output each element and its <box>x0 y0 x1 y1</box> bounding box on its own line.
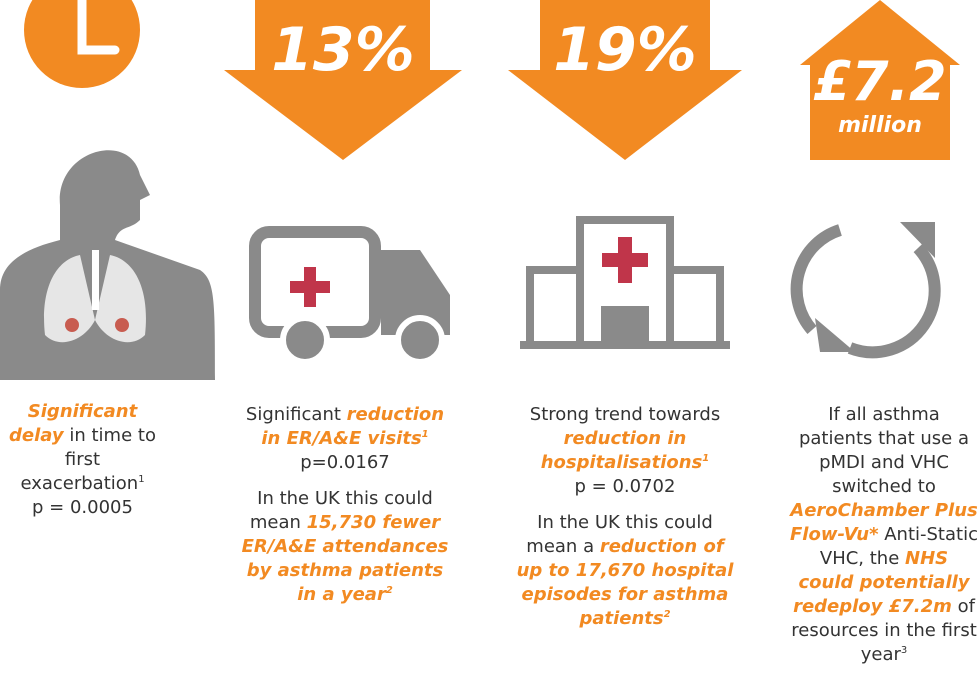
body-text: Strong trend towards <box>530 404 720 425</box>
paragraph: In the UK this could mean 15,730 fewer E… <box>235 487 455 607</box>
body-text: p = 0.0005 <box>32 497 133 518</box>
superscript: 1 <box>702 453 709 464</box>
badge-value: 19% <box>553 15 697 85</box>
body-text: p = 0.0702 <box>575 476 676 497</box>
badge-subtext: million <box>838 113 922 138</box>
badge-value: 13% <box>271 15 415 85</box>
paragraph: Strong trend towards reduction in hospit… <box>515 403 735 499</box>
person-icon <box>0 150 215 380</box>
column-text: Significant delay in time to first exace… <box>0 400 165 532</box>
emphasis-text: reduction in hospitalisations <box>541 428 703 473</box>
paragraph: Significant delay in time to first exace… <box>0 400 165 520</box>
column-text: Strong trend towards reduction in hospit… <box>515 403 735 643</box>
superscript: 1 <box>422 429 429 440</box>
page: 13% 19% £7.2million Significant delay in t… <box>0 0 978 699</box>
ambulance-icon <box>255 232 450 362</box>
body-text: Significant <box>246 404 347 425</box>
superscript: 2 <box>386 585 393 596</box>
cycle-icon <box>797 222 935 352</box>
body-text: p=0.0167 <box>300 452 390 473</box>
body-text: If all asthma patients that use a pMDI a… <box>799 404 969 497</box>
hospital-icon <box>520 220 730 345</box>
superscript: 3 <box>901 645 907 656</box>
badge-value: £7.2 <box>813 50 946 113</box>
column-text: If all asthma patients that use a pMDI a… <box>790 403 978 679</box>
superscript: 1 <box>138 474 144 485</box>
paragraph: If all asthma patients that use a pMDI a… <box>790 403 978 667</box>
superscript: 2 <box>664 609 671 620</box>
clock-icon <box>24 0 140 88</box>
paragraph: In the UK this could mean a reduction of… <box>515 511 735 631</box>
